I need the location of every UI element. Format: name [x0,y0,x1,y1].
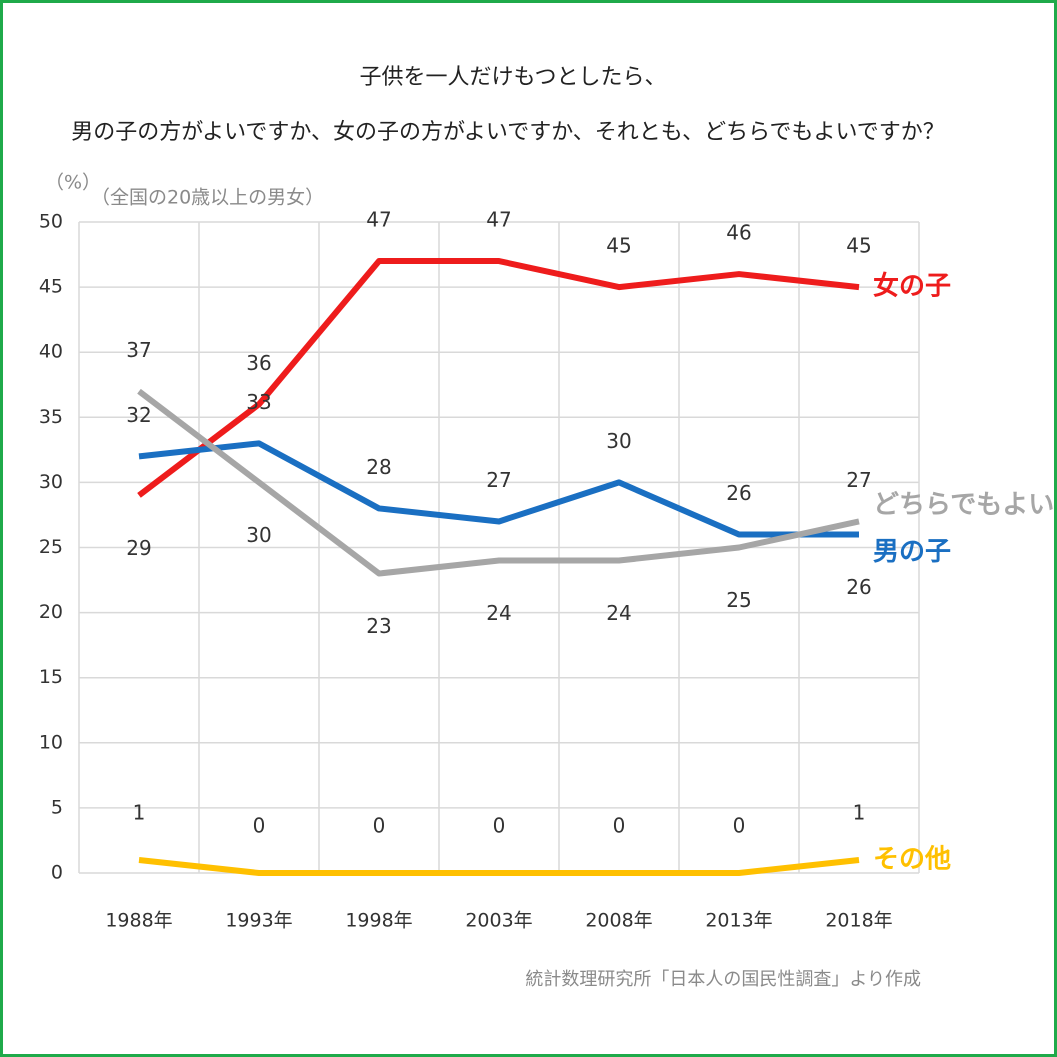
chart: 子供を一人だけもつとしたら、 男の子の方がよいですか、女の子の方がよいですか、そ… [39,65,1054,990]
data-label: 27 [846,468,871,492]
x-tick-label: 2013年 [705,910,772,932]
y-tick-label: 10 [39,731,63,753]
y-tick-label: 15 [39,666,63,688]
data-label: 0 [253,814,266,838]
source: 統計数理研究所「日本人の国民性調査」より作成 [525,969,921,990]
chart-subtitle: 男の子の方がよいですか、女の子の方がよいですか、それとも、どちらでもよいですか？ [71,120,945,145]
data-label: 33 [246,390,271,414]
y-tick-label: 20 [39,601,63,623]
x-tick-label: 2018年 [825,910,892,932]
data-label: 1 [853,800,866,824]
data-label: 0 [733,814,746,838]
data-label: 30 [246,523,271,547]
data-label: 36 [246,351,271,375]
series-line [138,856,860,876]
data-label: 0 [493,814,506,838]
x-tick-label: 2003年 [465,910,532,932]
data-label: 47 [366,208,391,232]
data-label: 27 [486,468,511,492]
x-tick-label: 1988年 [105,910,172,932]
data-label: 30 [606,429,631,453]
data-label: 37 [126,338,151,362]
y-tick-label: 25 [39,536,63,558]
data-label: 0 [373,814,386,838]
data-label: 0 [613,814,626,838]
series-line [137,388,860,577]
y-tick-label: 30 [39,471,63,493]
series-name: 男の子 [873,537,951,567]
series-name: その他 [873,844,951,874]
series-name: 女の子 [873,271,951,302]
series-name: どちらでもよい [873,490,1054,520]
data-label: 29 [126,536,151,560]
series-line [138,440,859,538]
y-tick-label: 5 [51,796,63,818]
data-label: 26 [726,481,751,505]
note: （全国の20歳以上の男女） [91,187,324,209]
y-axis-label: （%） [45,172,101,194]
x-tick-label: 1998年 [345,910,412,932]
data-label: 1 [133,800,146,824]
x-tick-label: 2008年 [585,910,652,932]
y-tick-label: 0 [51,862,63,884]
y-tick-label: 40 [39,341,63,363]
data-label: 23 [366,614,391,638]
data-label: 25 [726,588,751,612]
data-label: 46 [726,221,751,245]
data-label: 32 [126,403,151,427]
data-label: 24 [606,601,631,625]
data-label: 45 [606,234,631,258]
data-label: 26 [846,575,871,599]
data-label: 24 [486,601,511,625]
x-tick-label: 1993年 [225,910,292,932]
data-label: 28 [366,455,391,479]
y-tick-label: 35 [39,406,63,428]
chart-title: 子供を一人だけもつとしたら、 [359,65,666,90]
y-tick-label: 50 [39,211,63,233]
data-label: 45 [846,234,871,258]
y-tick-label: 45 [39,276,63,298]
series-line [137,258,860,498]
data-label: 47 [486,208,511,232]
